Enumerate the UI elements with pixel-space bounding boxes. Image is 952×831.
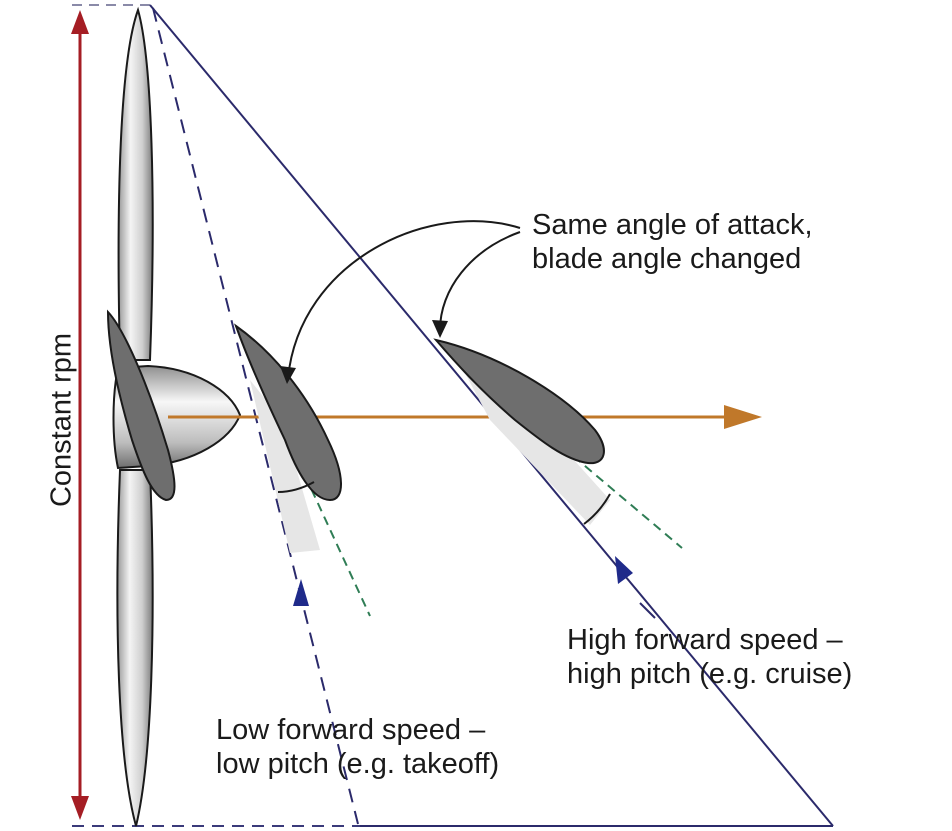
airfoil-low-pitch-icon (234, 323, 342, 502)
same-angle-line-1: Same angle of attack, (532, 209, 813, 241)
rpm-arrow-head-bottom (71, 796, 89, 820)
low-pitch-aoa-wedge (250, 380, 320, 553)
low-speed-line-2: low pitch (e.g. takeoff) (216, 748, 500, 780)
thrust-arrow-head (724, 405, 762, 429)
constant-rpm-text: Constant rpm (45, 326, 79, 514)
low-speed-label: Low forward speed – low pitch (e.g. take… (216, 713, 499, 781)
high-pitch-aoa-arc (583, 493, 611, 525)
same-angle-label: Same angle of attack, blade angle change… (532, 208, 813, 276)
low-speed-line-1: Low forward speed – (216, 714, 486, 746)
callout-arrowhead-low-pitch (280, 366, 296, 384)
high-speed-line-1: High forward speed – (567, 624, 843, 656)
airfoil-high-pitch-icon (433, 338, 605, 465)
low-pitch-aoa-arc (277, 481, 315, 493)
propeller-blade-root (106, 309, 176, 502)
high-pitch-wind-arrow (615, 556, 633, 584)
low-pitch-wind-arrow (293, 579, 309, 606)
rpm-arrow-head-top (71, 10, 89, 34)
callout-pointer-to-high-pitch (439, 231, 521, 331)
high-speed-line-2: high pitch (e.g. cruise) (567, 658, 853, 690)
upper-propeller-blade (117, 6, 154, 361)
callout-pointer-to-low-pitch (287, 220, 521, 379)
same-angle-line-2: blade angle changed (532, 243, 802, 275)
lower-propeller-blade (116, 469, 154, 827)
callout-arrowhead-high-pitch (432, 320, 448, 338)
high-speed-label: High forward speed – high pitch (e.g. cr… (567, 623, 852, 691)
high-speed-leader-line (639, 602, 656, 619)
